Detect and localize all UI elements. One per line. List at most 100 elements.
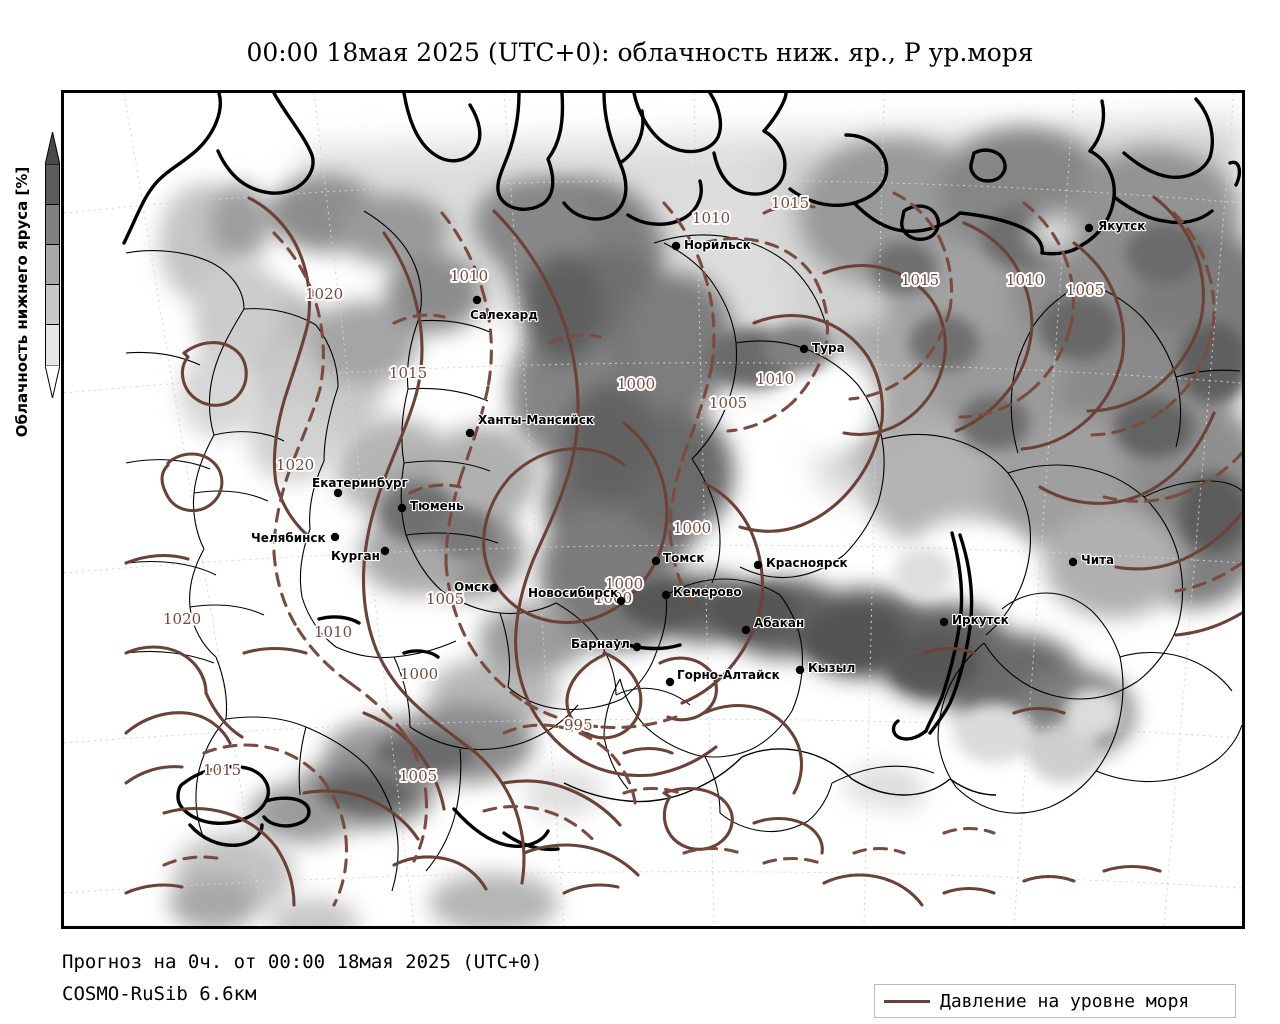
city-marker: Горно-Алтайск: [665, 667, 781, 687]
city-marker: Томск: [651, 550, 706, 566]
city-marker: Екатеринбург: [311, 475, 409, 498]
svg-text:1010: 1010: [450, 267, 488, 285]
svg-text:995: 995: [564, 716, 593, 734]
city-dot: [753, 560, 763, 570]
city-marker: Якутск: [1084, 218, 1147, 234]
colorbar-band-10: [46, 325, 59, 365]
city-dot: [1068, 557, 1078, 567]
pressure-line-swatch: [884, 999, 930, 1003]
svg-text:1005: 1005: [709, 394, 747, 412]
colorbar-band-70: [46, 205, 59, 245]
svg-text:1010: 1010: [692, 209, 730, 227]
coastline: [122, 93, 1242, 852]
colorbar-axis-label: Облачность нижнего яруса [%]: [13, 166, 31, 438]
city-dot: [397, 503, 407, 513]
svg-text:1000: 1000: [400, 665, 438, 683]
city-label: Курган: [331, 549, 380, 563]
colorbar-top-arrow-icon: [45, 132, 60, 165]
svg-text:1015: 1015: [771, 194, 809, 212]
svg-text:1000: 1000: [605, 575, 643, 593]
svg-text:1020: 1020: [163, 610, 201, 628]
svg-text:1005: 1005: [1066, 281, 1104, 299]
city-label: Барнаул: [571, 637, 630, 651]
svg-text:1015: 1015: [901, 271, 939, 289]
svg-text:1000: 1000: [617, 375, 655, 393]
city-dot: [671, 241, 681, 251]
colorbar-bottom-arrow-icon: [45, 365, 60, 398]
city-label: Томск: [663, 551, 705, 565]
svg-text:1010: 1010: [756, 370, 794, 388]
city-marker: Ханты-Мансийск: [465, 412, 595, 438]
city-dot: [661, 590, 671, 600]
city-label: Новосибирск: [528, 586, 618, 600]
svg-text:1010: 1010: [314, 623, 352, 641]
city-dot: [665, 677, 675, 687]
svg-text:1010: 1010: [1006, 271, 1044, 289]
pressure-contours-solid: [124, 195, 1242, 907]
city-dot: [465, 428, 475, 438]
city-marker: Салехард: [469, 295, 539, 323]
legend-label: Давление на уровне моря: [940, 990, 1190, 1012]
svg-text:1010: 1010: [450, 267, 488, 285]
svg-text:1010: 1010: [756, 370, 794, 388]
svg-text:1020: 1020: [276, 456, 314, 474]
city-dot: [472, 295, 482, 305]
city-dot: [1084, 223, 1094, 233]
city-label: Горно-Алтайск: [677, 668, 780, 682]
page-title: 00:00 18мая 2025 (UTC+0): облачность ниж…: [246, 38, 1034, 67]
svg-text:1000: 1000: [400, 665, 438, 683]
svg-text:1015: 1015: [203, 761, 241, 779]
svg-text:1020: 1020: [305, 285, 343, 303]
city-label: Тура: [812, 341, 845, 355]
city-label: Чита: [1081, 553, 1114, 567]
city-label: Красноярск: [766, 556, 848, 570]
city-label: Салехард: [470, 308, 538, 322]
city-label: Иркутск: [952, 613, 1009, 627]
city-dot: [380, 546, 390, 556]
city-marker: Челябинск: [250, 530, 340, 546]
city-marker: Кемерово: [661, 584, 743, 600]
colorbar-band-90: [46, 165, 59, 205]
svg-text:1000: 1000: [605, 575, 643, 593]
city-label: Ханты-Мансийск: [478, 413, 594, 427]
svg-text:1010: 1010: [1006, 271, 1044, 289]
forecast-info-line: Прогноз на 0ч. от 00:00 18мая 2025 (UTC+…: [62, 951, 543, 973]
weather-map[interactable]: 1020 1020 1010 1010 1010 1010 1015 1015 1015 1015…: [61, 90, 1245, 929]
city-dot: [489, 583, 499, 593]
city-dot: [651, 556, 661, 566]
city-dot: [741, 625, 751, 635]
colorbar-band-50: [46, 245, 59, 285]
svg-text:1005: 1005: [399, 767, 437, 785]
svg-text:995: 995: [564, 716, 593, 734]
pressure-contours-dashed: [162, 191, 1242, 907]
svg-text:1005: 1005: [709, 394, 747, 412]
city-marker: Тюмень: [397, 498, 465, 514]
svg-text:1020: 1020: [305, 285, 343, 303]
city-dot: [330, 532, 340, 542]
svg-text:1010: 1010: [692, 209, 730, 227]
svg-text:1015: 1015: [771, 194, 809, 212]
city-marker: Кызыл: [795, 660, 856, 676]
svg-text:1000: 1000: [673, 519, 711, 537]
svg-text:1005: 1005: [399, 767, 437, 785]
svg-text:1015: 1015: [901, 271, 939, 289]
city-marker: Абакан: [741, 615, 805, 635]
city-marker: Новосибирск: [527, 585, 626, 606]
